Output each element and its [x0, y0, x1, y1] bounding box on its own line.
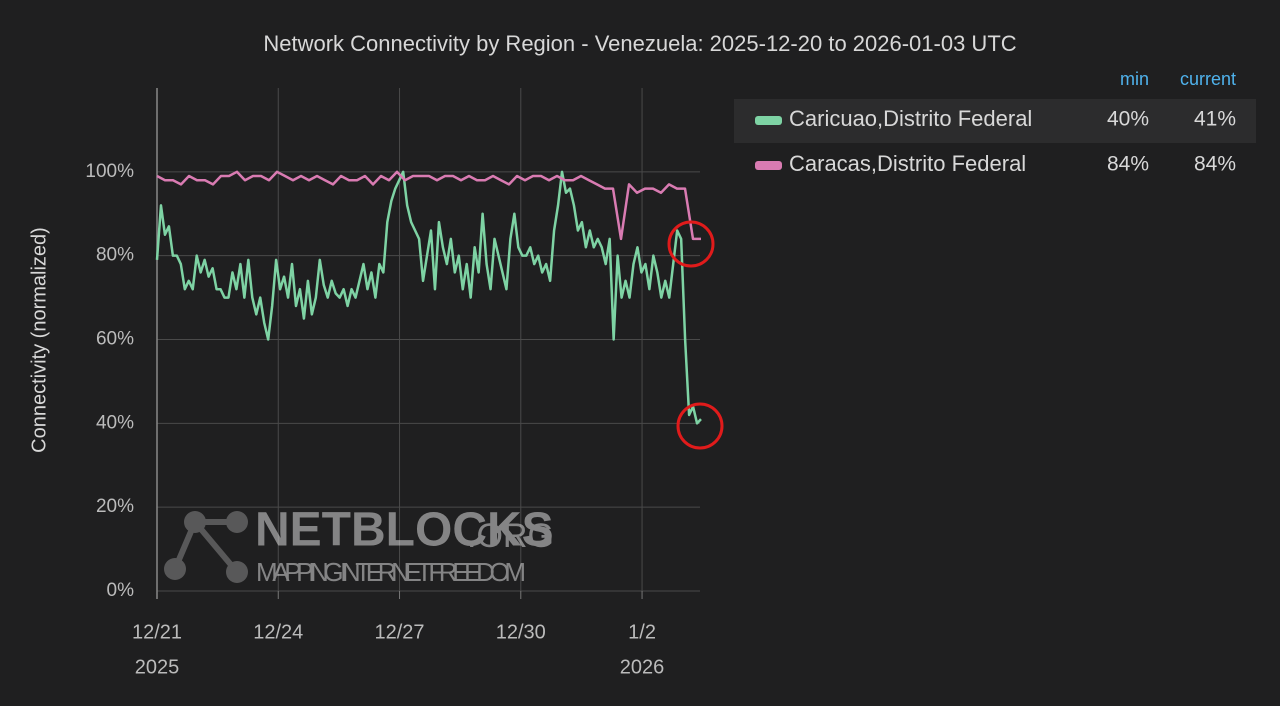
legend-swatch [755, 161, 782, 170]
y-axis-label: Connectivity (normalized) [28, 227, 50, 453]
legend-label: Caracas,Distrito Federal [789, 151, 1026, 176]
y-tick-label: 20% [96, 496, 134, 517]
legend: Caricuao,Distrito Federal 40% 41% Caracas,D… [755, 106, 1236, 176]
series-line [156, 170, 701, 241]
x-tick-year: 2025 [135, 656, 180, 678]
legend-min: 84% [1107, 153, 1149, 176]
y-tick-label: 100% [85, 161, 134, 182]
legend-label: Caricuao,Distrito Federal [789, 106, 1032, 131]
x-tick-label: 12/27 [374, 621, 424, 643]
watermark-tagline: MAPPING INTERNET FREEDOM [256, 557, 526, 587]
series-line [155, 170, 702, 425]
legend-current: 84% [1194, 153, 1236, 176]
x-tick-label: 12/30 [496, 621, 546, 643]
legend-swatch [755, 116, 782, 125]
chart-title: Network Connectivity by Region - Venezue… [263, 31, 1016, 56]
x-tick-label: 12/24 [253, 621, 303, 643]
highlight-circle [676, 402, 724, 450]
x-tick-year: 2026 [620, 656, 665, 678]
lines [155, 170, 702, 425]
legend-row-highlight [734, 99, 1256, 143]
y-tick-label: 40% [96, 412, 134, 433]
legend-header: current [1180, 69, 1236, 89]
x-tick-label: 1/2 [628, 621, 656, 643]
watermark-brand: NETBLOCKS [255, 504, 554, 557]
y-tick-label: 80% [96, 245, 134, 266]
legend-header: min [1120, 69, 1149, 89]
legend-min: 40% [1107, 108, 1149, 131]
y-tick-label: 60% [96, 329, 134, 350]
watermark-icon [164, 511, 248, 583]
watermark: NETBLOCKS .ORG MAPPING INTERNET FREEDOM [164, 504, 554, 587]
x-tick-label: 12/21 [132, 621, 182, 643]
y-tick-label: 0% [107, 580, 135, 601]
highlight-circle [667, 220, 715, 268]
watermark-suffix: .ORG [467, 517, 554, 555]
legend-current: 41% [1194, 108, 1236, 131]
